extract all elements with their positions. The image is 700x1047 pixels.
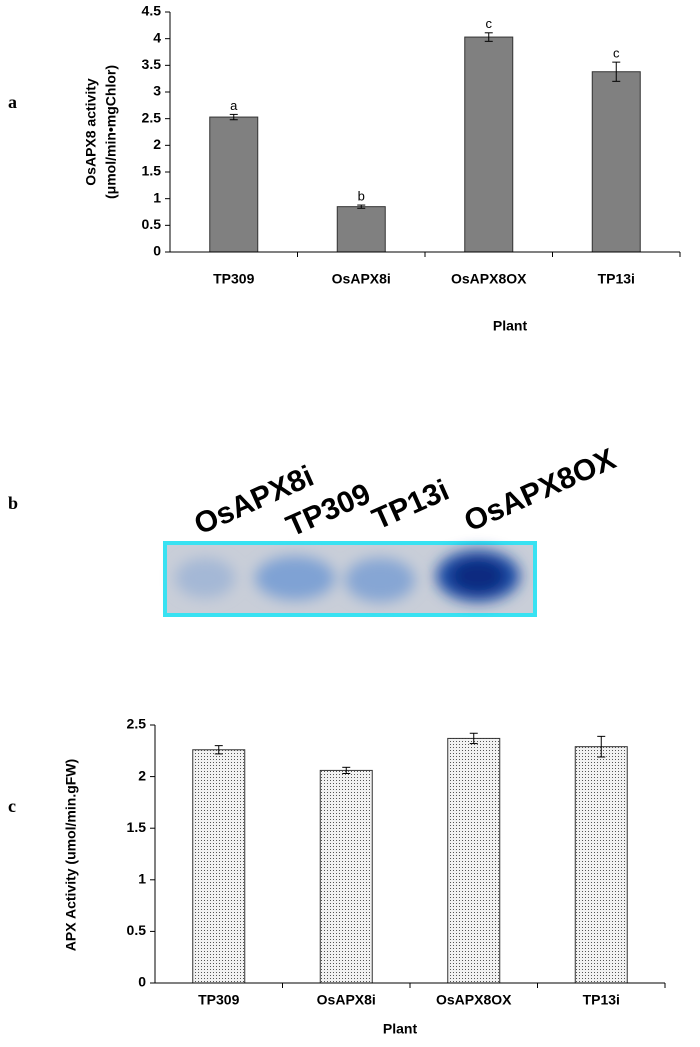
y-tick-label: 3.5 xyxy=(142,56,162,72)
bar xyxy=(209,116,259,253)
y-tick-label: 1 xyxy=(153,189,161,205)
lane-label: OsAPX8OX xyxy=(459,442,620,538)
y-tick-label: 0 xyxy=(153,243,161,259)
x-tick-label: OsAPX8i xyxy=(317,992,376,1008)
bar xyxy=(574,746,628,984)
y-axis-label: (μmol/min•mgChlor) xyxy=(103,65,119,199)
y-tick-label: 2 xyxy=(138,767,146,783)
error-bar xyxy=(469,732,478,745)
annotation: c xyxy=(486,16,493,31)
panel-label: a xyxy=(8,92,17,112)
annotation: c xyxy=(613,46,620,61)
bar xyxy=(192,749,246,984)
panel-label: b xyxy=(8,493,18,513)
error-bar xyxy=(612,61,621,82)
y-tick-label: 0.5 xyxy=(142,216,162,232)
y-tick-label: 2 xyxy=(153,136,161,152)
x-tick-label: TP13i xyxy=(598,271,635,287)
bar xyxy=(447,737,501,984)
y-tick-label: 0 xyxy=(138,974,146,990)
y-tick-label: 1.5 xyxy=(142,163,162,179)
annotation: b xyxy=(358,189,365,204)
error-bar xyxy=(484,32,493,42)
x-tick-label: OsAPX8OX xyxy=(436,992,512,1008)
x-tick-label: OsAPX8OX xyxy=(451,271,527,287)
x-tick-label: TP13i xyxy=(583,992,620,1008)
lane-label: TP13i xyxy=(367,474,454,537)
error-bar xyxy=(229,113,238,121)
bar xyxy=(319,769,373,984)
bar xyxy=(591,71,641,253)
y-axis-label: OsAPX8 activity xyxy=(83,78,99,186)
bar xyxy=(464,36,514,253)
y-tick-label: 2.5 xyxy=(127,716,147,732)
gel-bands xyxy=(175,550,520,602)
x-axis-label: Plant xyxy=(493,318,528,334)
y-tick-label: 0.5 xyxy=(127,922,147,938)
error-bar xyxy=(357,204,366,209)
y-tick-label: 1.5 xyxy=(127,819,147,835)
error-bar xyxy=(597,735,606,758)
error-bar xyxy=(342,766,351,775)
y-tick-label: 4.5 xyxy=(142,3,162,19)
y-tick-label: 4 xyxy=(153,29,161,45)
x-tick-label: TP309 xyxy=(213,271,254,287)
y-tick-label: 2.5 xyxy=(142,109,162,125)
y-tick-label: 1 xyxy=(138,871,146,887)
x-tick-label: OsAPX8i xyxy=(332,271,391,287)
panel-label: c xyxy=(8,796,16,816)
error-bar xyxy=(214,745,223,755)
x-tick-label: TP309 xyxy=(198,992,239,1008)
x-axis-label: Plant xyxy=(383,1021,418,1037)
annotation: a xyxy=(230,98,238,113)
bar xyxy=(336,206,386,253)
y-axis-label: APX Activity (umol/min.gFW) xyxy=(63,759,79,951)
y-tick-label: 3 xyxy=(153,83,161,99)
